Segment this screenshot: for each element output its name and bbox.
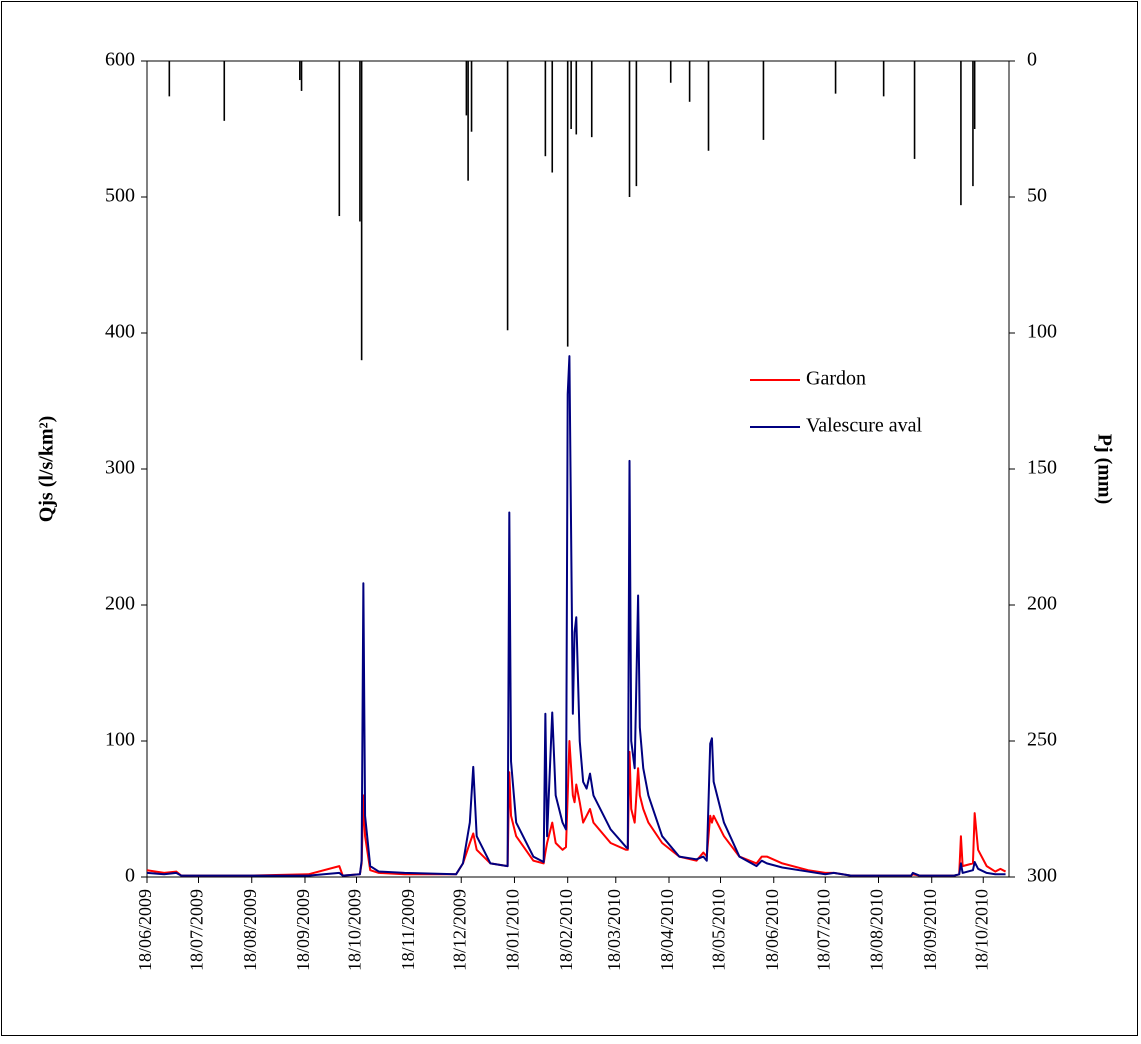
rain-bar bbox=[707, 61, 710, 151]
rain-bar bbox=[960, 61, 962, 206]
rain-bar bbox=[566, 61, 569, 347]
rain-bar bbox=[669, 61, 672, 83]
y2-tick-label: 100 bbox=[1027, 321, 1057, 343]
rain-bar bbox=[299, 61, 301, 81]
rain-bar bbox=[972, 61, 974, 187]
x-tick-label: 18/02/2010 bbox=[556, 889, 576, 971]
y2-tick-label: 50 bbox=[1027, 185, 1047, 207]
y-tick-label: 200 bbox=[105, 593, 135, 615]
y2-tick-label: 0 bbox=[1027, 49, 1037, 71]
rain-bar bbox=[688, 61, 691, 102]
y-tick-label: 600 bbox=[105, 49, 135, 71]
y-tick-label: 400 bbox=[105, 321, 135, 343]
rain-bar bbox=[590, 61, 593, 138]
x-tick-label: 18/11/2009 bbox=[398, 889, 418, 970]
x-tick-label: 18/10/2010 bbox=[971, 889, 991, 971]
x-tick-label: 18/09/2010 bbox=[920, 889, 940, 971]
rain-bar bbox=[300, 61, 303, 91]
y2-tick-label: 200 bbox=[1027, 593, 1057, 615]
x-tick-label: 18/12/2009 bbox=[449, 889, 469, 971]
rain-bar bbox=[360, 61, 363, 361]
y-tick-label: 100 bbox=[105, 729, 135, 751]
rain-bar bbox=[467, 61, 469, 181]
y-tick-label: 300 bbox=[105, 457, 135, 479]
legend-label: Valescure aval bbox=[806, 415, 922, 437]
rain-bar bbox=[168, 61, 171, 97]
rain-bar bbox=[359, 61, 361, 222]
rain-bar bbox=[882, 61, 885, 97]
y-tick-label: 500 bbox=[105, 185, 135, 207]
x-tick-label: 18/04/2010 bbox=[657, 889, 677, 971]
series-line bbox=[146, 740, 1007, 877]
x-tick-label: 18/06/2009 bbox=[135, 889, 155, 971]
y-tick-label: 0 bbox=[125, 865, 135, 887]
rain-bar bbox=[338, 61, 341, 217]
x-tick-label: 18/08/2010 bbox=[867, 889, 887, 971]
y2-tick-label: 250 bbox=[1027, 729, 1057, 751]
rain-bar bbox=[470, 61, 473, 132]
x-tick-label: 18/09/2009 bbox=[293, 889, 313, 971]
rain-bar bbox=[635, 61, 638, 187]
rain-bar bbox=[575, 61, 578, 135]
rain-bar bbox=[570, 61, 572, 129]
x-tick-label: 18/08/2009 bbox=[240, 889, 260, 971]
rain-bar bbox=[973, 61, 976, 129]
rain-bar bbox=[834, 61, 837, 94]
x-tick-label: 18/03/2010 bbox=[604, 889, 624, 971]
series-line bbox=[146, 355, 1006, 877]
x-tick-label: 18/10/2009 bbox=[345, 889, 365, 971]
x-tick-label: 18/07/2010 bbox=[813, 889, 833, 971]
y2-tick-label: 150 bbox=[1027, 457, 1057, 479]
y2-axis-label: Pj (mm) bbox=[1093, 434, 1115, 505]
y-axis-label: Qjs (l/s/km²) bbox=[36, 416, 58, 523]
x-tick-label: 18/07/2009 bbox=[187, 889, 207, 971]
rain-bar bbox=[544, 61, 547, 157]
rain-bar bbox=[628, 61, 631, 197]
rain-bar bbox=[223, 61, 226, 121]
x-tick-label: 18/01/2010 bbox=[503, 889, 523, 971]
y2-tick-label: 300 bbox=[1027, 865, 1057, 887]
rain-bar bbox=[551, 61, 554, 173]
x-tick-label: 18/05/2010 bbox=[709, 889, 729, 971]
rain-bar bbox=[762, 61, 765, 140]
rain-bar bbox=[506, 61, 509, 331]
rain-bar bbox=[465, 61, 468, 116]
legend-label: Gardon bbox=[806, 368, 866, 390]
x-tick-label: 18/06/2010 bbox=[762, 889, 782, 971]
rain-bar bbox=[913, 61, 916, 159]
